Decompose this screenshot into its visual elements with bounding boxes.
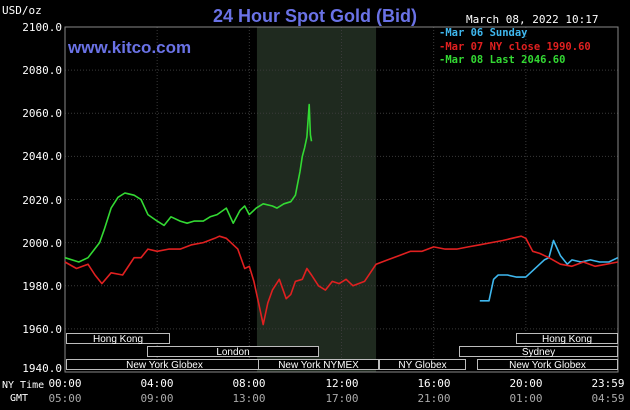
gmt-tick-label: 09:00 [140,392,174,405]
y-tick-label: 2080.0 [22,64,62,77]
legend-label: Mar 07 NY close 1990.60 [445,40,591,53]
market-sydney: Sydney [459,346,618,358]
market-london: London [147,346,319,358]
y-tick-label: 2060.0 [22,107,62,120]
series-line-3 [64,103,313,263]
market-ny-globex: NY Globex [379,359,466,371]
legend-swatch: - [439,27,446,39]
x-tick-label: 08:00 [232,377,266,390]
y-tick-label: 2020.0 [22,194,62,207]
gmt-tick-label: 05:00 [48,392,82,405]
gmt-label: GMT [10,393,29,404]
y-tick-label: 2000.0 [22,237,62,250]
legend-label: Mar 08 Last 2046.60 [445,54,566,66]
x-tick-label: 16:00 [417,377,451,390]
gmt-tick-label: 21:00 [417,392,451,405]
series-line-1 [479,239,619,302]
y-tick-label: 2040.0 [22,150,62,163]
site-watermark[interactable]: www.kitco.com [68,38,192,57]
legend-item-mar06: -Mar 06 Sunday [439,27,591,41]
y-tick-label: 1980.0 [22,280,62,293]
plot-frame [64,26,619,373]
legend-swatch: - [439,40,446,53]
gmt-tick-label: 17:00 [325,392,359,405]
y-tick-label: 2100.0 [22,21,62,34]
legend-item-mar08: -Mar 08 Last 2046.60 [439,54,591,68]
chart-legend: -Mar 06 Sunday -Mar 07 NY close 1990.60 … [439,27,591,68]
chart-title: 24 Hour Spot Gold (Bid) [213,6,417,26]
market-hong-kong: Hong Kong [66,333,170,345]
x-tick-label: 23:59 [591,377,625,390]
chart-timestamp: March 08, 2022 10:17 [466,13,599,26]
session-highlight [256,27,377,372]
market-hong-kong-2: Hong Kong [516,333,618,345]
gmt-tick-label: 04:59 [591,392,625,405]
x-tick-label: 00:00 [48,377,82,390]
x-tick-label: 12:00 [325,377,359,390]
market-new-york-globex-2: New York Globex [477,359,618,371]
gmt-tick-label: 01:00 [509,392,543,405]
y-tick-label: 1960.0 [22,323,62,336]
legend-item-mar07: -Mar 07 NY close 1990.60 [439,41,591,55]
y-axis-unit: USD/oz [2,4,42,17]
x-tick-label: 04:00 [140,377,174,390]
legend-swatch: - [439,54,446,66]
ny-time-label: NY Time [2,380,45,391]
y-tick-label: 1940.0 [22,362,62,375]
series-line-2 [64,235,618,326]
market-new-york-nymex: New York NYMEX [258,359,379,371]
gmt-tick-label: 13:00 [232,392,266,405]
legend-label: Mar 06 Sunday [445,27,528,39]
x-tick-label: 20:00 [509,377,543,390]
market-new-york-globex: New York Globex [66,359,263,371]
